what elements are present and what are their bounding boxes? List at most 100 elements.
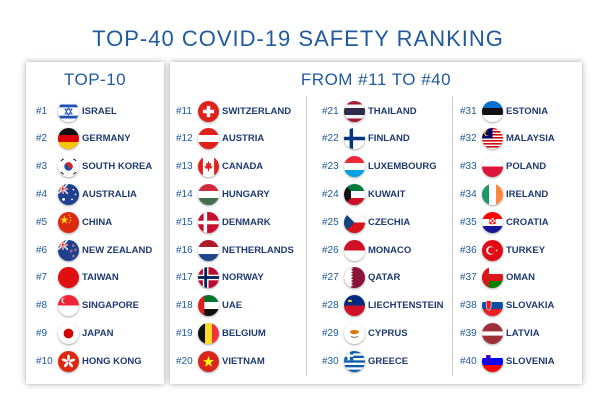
rank-number: #5 [36,216,48,228]
country-name: TAIWAN [82,272,119,284]
country-name: NORWAY [222,272,264,284]
rank-entry-denmark: #15 DENMARK [176,211,271,233]
rank-number: #1 [36,105,48,117]
country-name: ISRAEL [82,105,117,117]
page-title: TOP-40 COVID-19 SAFETY RANKING [92,26,504,51]
rank-number: #3 [36,161,48,173]
country-name: CHINA [82,216,113,228]
greece-flag-icon [344,350,365,372]
country-name: BELGIUM [222,327,266,339]
rank-entry-uae: #18 UAE [176,295,242,317]
country-name: SLOVENIA [506,355,555,367]
monaco-flag-icon [344,239,365,261]
turkey-flag-icon [482,239,503,261]
country-name: MALAYSIA [506,133,555,145]
rank-number: #23 [322,161,339,173]
rank-entry-greece: #30 GREECE [322,350,408,372]
vietnam-flag-icon [198,350,219,372]
rank-number: #30 [322,355,339,367]
switzerland-flag-icon [198,100,219,122]
oman-flag-icon [482,267,503,289]
rank-number: #32 [460,133,477,145]
canada-flag-icon [198,156,219,178]
rank-entry-estonia: #31 ESTONIA [460,100,548,122]
rank-number: #33 [460,161,477,173]
rank-number: #4 [36,188,48,200]
column-divider [306,96,307,376]
rank-entry-netherlands: #16 NETHERLANDS [176,239,294,261]
rank-number: #13 [176,161,193,173]
rank-entry-poland: #33 POLAND [460,156,546,178]
rank-entry-norway: #17 NORWAY [176,267,264,289]
rank-number: #10 [36,355,53,367]
rank-entry-luxembourg: #23 LUXEMBOURG [322,156,437,178]
column-divider [452,96,453,376]
rank-entry-slovakia: #38 SLOVAKIA [460,295,554,317]
rank-entry-belgium: #19 BELGIUM [176,322,266,344]
rank-entry-germany: #2 GERMANY [36,128,131,150]
rank-number: #2 [36,133,48,145]
country-name: THAILAND [368,105,417,117]
country-name: UAE [222,300,243,312]
finland-flag-icon [344,128,365,150]
rank-entry-new-zealand: #6 NEW ZEALAND [36,239,152,261]
country-name: HONG KONG [82,355,142,367]
liechtenstein-flag-icon [344,295,365,317]
top10-heading: TOP-10 [63,70,127,89]
new-zealand-flag-icon [58,239,79,261]
country-name: QATAR [368,272,401,284]
rank-number: #12 [176,133,193,145]
country-name: CYPRUS [368,327,408,339]
country-name: IRELAND [506,188,549,200]
rank-entry-hungary: #14 HUNGARY [176,183,270,205]
rank-entry-liechtenstein: #28 LIECHTENSTEIN [322,295,443,317]
country-name: NEW ZEALAND [82,244,153,256]
country-name: SLOVAKIA [506,300,555,312]
norway-flag-icon [198,267,219,289]
thailand-flag-icon [344,100,365,122]
country-name: POLAND [506,161,547,173]
rank-entry-vietnam: #20 VIETNAM [176,350,265,372]
rank-entry-finland: #22 FINLAND [322,128,410,150]
country-name: KUWAIT [368,188,406,200]
rank-number: #31 [460,105,477,117]
croatia-flag-icon [482,211,503,233]
rank-entry-israel: #1 ISRAEL [36,100,117,122]
australia-flag-icon [58,183,79,205]
country-name: NETHERLANDS [222,244,294,256]
country-name: LUXEMBOURG [368,161,437,173]
japan-flag-icon [58,322,79,344]
country-name: SOUTH KOREA [82,161,153,173]
country-name: ESTONIA [506,105,549,117]
taiwan-flag-icon [58,267,79,289]
germany-flag-icon [58,128,79,150]
latvia-flag-icon [482,322,503,344]
rest-panel: FROM #11 TO #40 #11 SWITZERLAND #12 AUSTRIA… [170,62,582,384]
country-name: SWITZERLAND [222,105,292,117]
rank-entry-slovenia: #40 SLOVENIA [460,350,555,372]
rank-entry-australia: #4 AUSTRALIA [36,183,137,205]
country-name: CANADA [222,161,264,173]
country-name: GREECE [368,355,409,367]
rank-number: #11 [176,105,192,117]
rank-number: #28 [322,300,339,312]
rank-number: #38 [460,300,477,312]
rank-entry-hong-kong: #10 HONG KONG [36,350,142,372]
country-name: CZECHIA [368,216,411,228]
china-flag-icon [58,211,79,233]
rank-number: #25 [322,216,339,228]
rank-number: #7 [36,272,48,284]
south-korea-flag-icon [58,156,79,178]
rank-entry-cyprus: #29 CYPRUS [322,322,408,344]
rank-entry-latvia: #39 LATVIA [460,322,540,344]
hong-kong-flag-icon [58,350,79,372]
israel-flag-icon [58,100,79,122]
country-name: GERMANY [82,133,131,145]
rank-number: #9 [36,327,48,339]
poland-flag-icon [482,156,503,178]
rank-number: #29 [322,327,339,339]
uae-flag-icon [198,295,219,317]
country-name: OMAN [506,272,536,284]
netherlands-flag-icon [198,239,219,261]
top10-panel: TOP-10 #1 ISRAEL #2 GERMANY #3 SOUTH KOREA #4 A… [26,62,164,384]
